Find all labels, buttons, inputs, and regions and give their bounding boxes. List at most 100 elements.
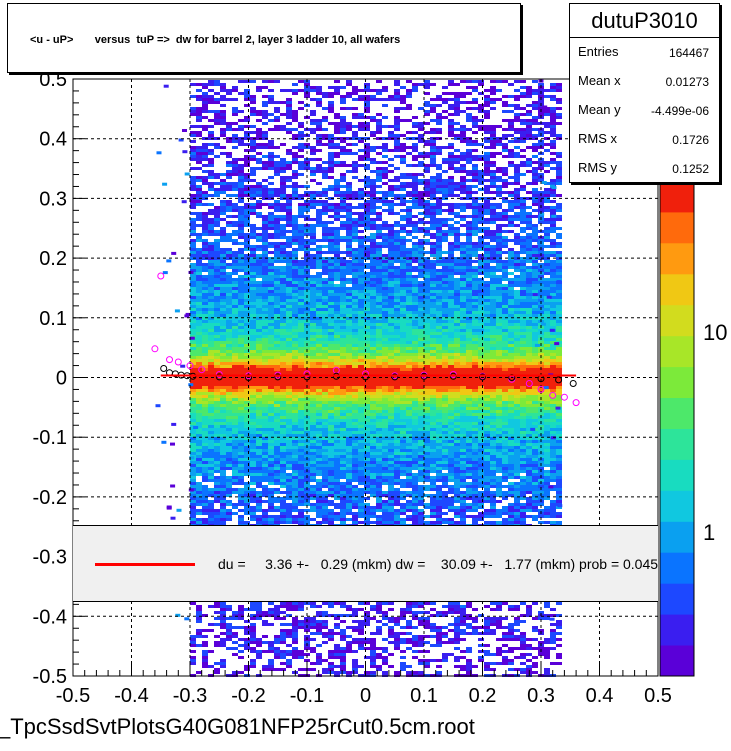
heatmap-cell	[340, 224, 346, 227]
heatmap-cell	[334, 404, 340, 407]
heatmap-cell	[244, 365, 250, 368]
heatmap-cell	[292, 623, 298, 626]
heatmap-cell	[190, 317, 196, 320]
heatmap-cell	[298, 332, 304, 335]
heatmap-cell	[244, 80, 250, 83]
heatmap-cell	[370, 479, 376, 482]
heatmap-cell	[316, 392, 322, 395]
heatmap-cell	[256, 407, 262, 410]
heatmap-cell	[352, 341, 358, 344]
heatmap-cell	[232, 512, 238, 515]
heatmap-cell	[292, 443, 298, 446]
heatmap-cell	[268, 398, 274, 401]
heatmap-cell	[244, 497, 250, 500]
heatmap-cell	[370, 491, 376, 494]
heatmap-cell	[274, 605, 280, 608]
heatmap-cell	[244, 173, 250, 176]
heatmap-cell	[208, 404, 214, 407]
heatmap-cell	[250, 188, 256, 191]
heatmap-cell	[364, 401, 370, 404]
heatmap-cell	[352, 107, 358, 110]
heatmap-cell	[322, 611, 328, 614]
heatmap-cell	[274, 260, 280, 263]
heatmap-cell	[370, 410, 376, 413]
heatmap-cell	[352, 377, 358, 380]
heatmap-cell	[376, 359, 382, 362]
heatmap-cell	[328, 86, 334, 89]
heatmap-cell	[292, 332, 298, 335]
heatmap-cell	[244, 629, 250, 632]
heatmap-cell	[232, 164, 238, 167]
heatmap-cell	[382, 464, 388, 467]
heatmap-cell	[196, 263, 202, 266]
heatmap-cell	[244, 104, 250, 107]
heatmap-cell	[190, 422, 196, 425]
heatmap-cell	[298, 470, 304, 473]
heatmap-cell	[250, 434, 256, 437]
heatmap-cell	[262, 314, 268, 317]
heatmap-cell	[328, 284, 334, 287]
heatmap-cell	[370, 254, 376, 257]
heatmap-cell	[286, 503, 292, 506]
heatmap-cell	[238, 461, 244, 464]
heatmap-cell	[190, 404, 196, 407]
heatmap-cell	[232, 632, 238, 635]
heatmap-cell	[298, 407, 304, 410]
heatmap-cell	[262, 395, 268, 398]
heatmap-cell	[286, 203, 292, 206]
heatmap-cell	[370, 512, 376, 515]
heatmap-cell	[286, 461, 292, 464]
heatmap-cell	[328, 416, 334, 419]
heatmap-cell	[268, 95, 274, 98]
heatmap-cell	[370, 365, 376, 368]
heatmap-cell	[370, 488, 376, 491]
heatmap-cell	[238, 434, 244, 437]
heatmap-cell	[298, 620, 304, 623]
heatmap-cell	[358, 458, 364, 461]
heatmap-cell	[322, 326, 328, 329]
heatmap-cell	[250, 602, 256, 605]
heatmap-cell	[358, 356, 364, 359]
heatmap-cell	[340, 473, 346, 476]
heatmap-cell	[214, 668, 220, 671]
heatmap-cell	[190, 131, 196, 134]
heatmap-cell	[208, 317, 214, 320]
heatmap-cell	[232, 458, 238, 461]
heatmap-cell	[280, 638, 286, 641]
heatmap-cell	[190, 95, 196, 98]
heatmap-cell	[328, 482, 334, 485]
heatmap-cell	[256, 215, 262, 218]
heatmap-cell	[310, 152, 316, 155]
heatmap-cell	[292, 629, 298, 632]
heatmap-cell	[280, 332, 286, 335]
heatmap-cell	[268, 668, 274, 671]
heatmap-cell	[286, 149, 292, 152]
heatmap-cell	[256, 410, 262, 413]
heatmap-cell	[232, 449, 238, 452]
heatmap-cell	[328, 350, 334, 353]
heatmap-cell	[202, 653, 208, 656]
heatmap-cell	[244, 236, 250, 239]
heatmap-cell	[376, 626, 382, 629]
heatmap-cell	[364, 395, 370, 398]
heatmap-cell	[340, 185, 346, 188]
heatmap-cell	[274, 611, 280, 614]
heatmap-cell	[298, 656, 304, 659]
heatmap-cell	[250, 245, 256, 248]
heatmap-cell	[214, 98, 220, 101]
heatmap-cell	[328, 248, 334, 251]
heatmap-cell	[256, 128, 262, 131]
heatmap-cell	[196, 95, 202, 98]
heatmap-cell	[310, 290, 316, 293]
heatmap-cell	[352, 347, 358, 350]
heatmap-cell	[364, 413, 370, 416]
heatmap-cell	[262, 134, 268, 137]
heatmap-cell	[346, 191, 352, 194]
heatmap-cell	[214, 521, 220, 524]
heatmap-cell	[358, 116, 364, 119]
heatmap-cell	[304, 161, 310, 164]
heatmap-cell	[226, 155, 232, 158]
heatmap-cell	[364, 245, 370, 248]
heatmap-cell	[256, 344, 262, 347]
heatmap-cell	[214, 515, 220, 518]
